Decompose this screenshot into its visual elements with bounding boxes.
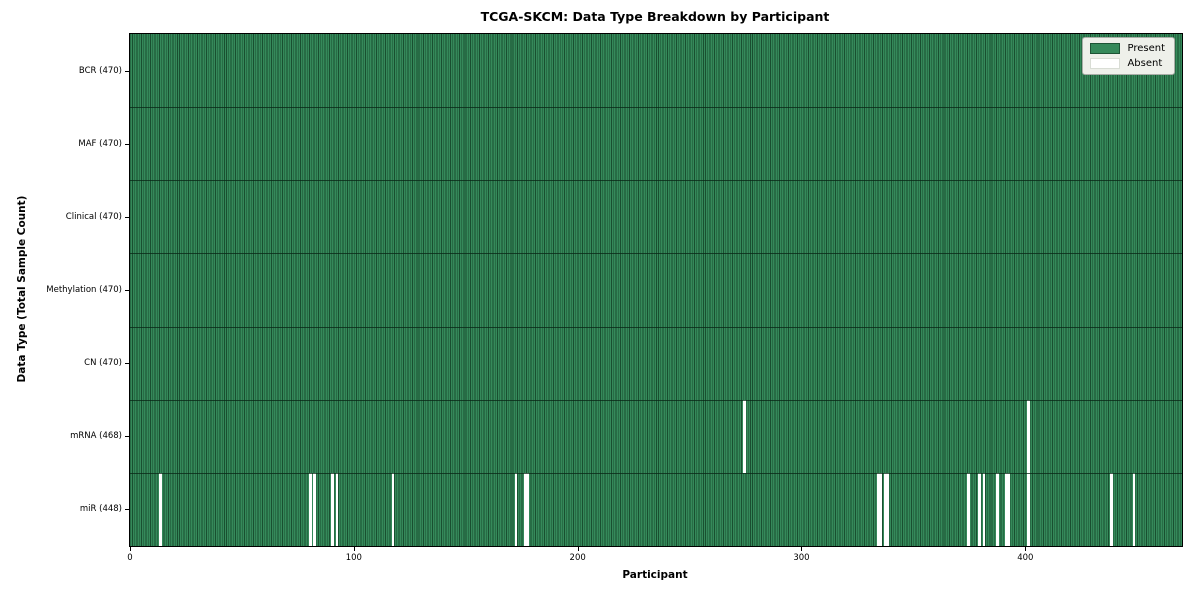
plot-area [129, 33, 1183, 547]
x-tick-mark [1025, 547, 1027, 551]
absent-mark [978, 472, 981, 546]
row-separator [130, 107, 1182, 109]
x-tick-mark [130, 547, 131, 551]
absent-swatch-icon [1090, 58, 1121, 69]
absent-mark [391, 472, 395, 546]
y-tick-mark [125, 436, 129, 438]
x-tick-mark [801, 547, 803, 551]
absent-mark [877, 472, 881, 546]
absent-mark [1027, 472, 1031, 546]
heatmap-row-Methylation [130, 253, 1182, 327]
heatmap-row-Clinical [130, 180, 1182, 254]
x-tick-label: 0 [127, 553, 133, 563]
x-tick-label: 100 [345, 553, 362, 563]
y-tick-mark [125, 70, 129, 72]
absent-mark [1027, 399, 1031, 473]
absent-mark [308, 472, 312, 546]
y-tick-mark [125, 143, 129, 145]
y-tick-mark [125, 363, 129, 365]
absent-mark [995, 472, 999, 546]
y-tick-label-BCR: BCR (470) [78, 65, 122, 76]
absent-mark [331, 472, 334, 546]
y-tick-label-Methylation: Methylation (470) [46, 285, 122, 295]
heatmap-row-miR [130, 472, 1182, 546]
x-tick-label: 200 [569, 553, 586, 563]
absent-mark [514, 472, 518, 546]
absent-mark [1007, 472, 1010, 546]
legend-label: Present [1127, 43, 1165, 54]
absent-mark [313, 472, 317, 546]
y-axis-label: Data Type (Total Sample Count) [16, 195, 28, 383]
heatmap-row-CN [130, 326, 1182, 400]
absent-mark [158, 472, 162, 546]
row-separator [130, 472, 1182, 474]
absent-mark [743, 399, 746, 473]
absent-mark [1004, 472, 1008, 546]
heatmap-row-mRNA [130, 399, 1182, 473]
legend: Present Absent [1082, 37, 1175, 75]
heatmap-row-MAF [130, 107, 1182, 181]
absent-mark [884, 472, 887, 546]
row-separator [130, 326, 1182, 328]
absent-mark [1132, 472, 1136, 546]
x-axis-label: Participant [622, 569, 688, 581]
absent-mark [523, 472, 527, 546]
y-tick-label-miR: miR (448) [79, 504, 122, 515]
present-swatch-icon [1090, 43, 1121, 54]
absent-mark [982, 472, 986, 546]
absent-mark [879, 472, 883, 546]
y-tick-mark [125, 290, 129, 291]
x-tick-mark [577, 547, 579, 551]
y-tick-mark [125, 216, 129, 218]
y-tick-label-CN: CN (470) [84, 358, 122, 369]
x-tick-mark [353, 547, 355, 551]
legend-entry-absent: Absent [1090, 58, 1165, 69]
row-separator [130, 180, 1182, 182]
x-tick-label: 300 [793, 553, 810, 563]
row-separator [130, 253, 1182, 255]
absent-mark [886, 472, 890, 546]
y-tick-mark [125, 509, 129, 511]
chart-title: TCGA-SKCM: Data Type Breakdown by Partic… [480, 9, 830, 24]
y-tick-label-Clinical: Clinical (470) [65, 211, 122, 222]
y-tick-label-mRNA: mRNA (468) [70, 431, 122, 442]
row-separator [130, 399, 1182, 401]
legend-entry-present: Present [1090, 43, 1165, 54]
absent-mark [525, 472, 529, 546]
absent-mark [1110, 472, 1113, 546]
heatmap-row-BCR [130, 34, 1182, 108]
absent-mark [966, 472, 970, 546]
y-tick-label-MAF: MAF (470) [78, 138, 122, 149]
legend-label: Absent [1127, 58, 1163, 69]
x-tick-label: 400 [1017, 553, 1034, 563]
absent-mark [335, 472, 339, 546]
